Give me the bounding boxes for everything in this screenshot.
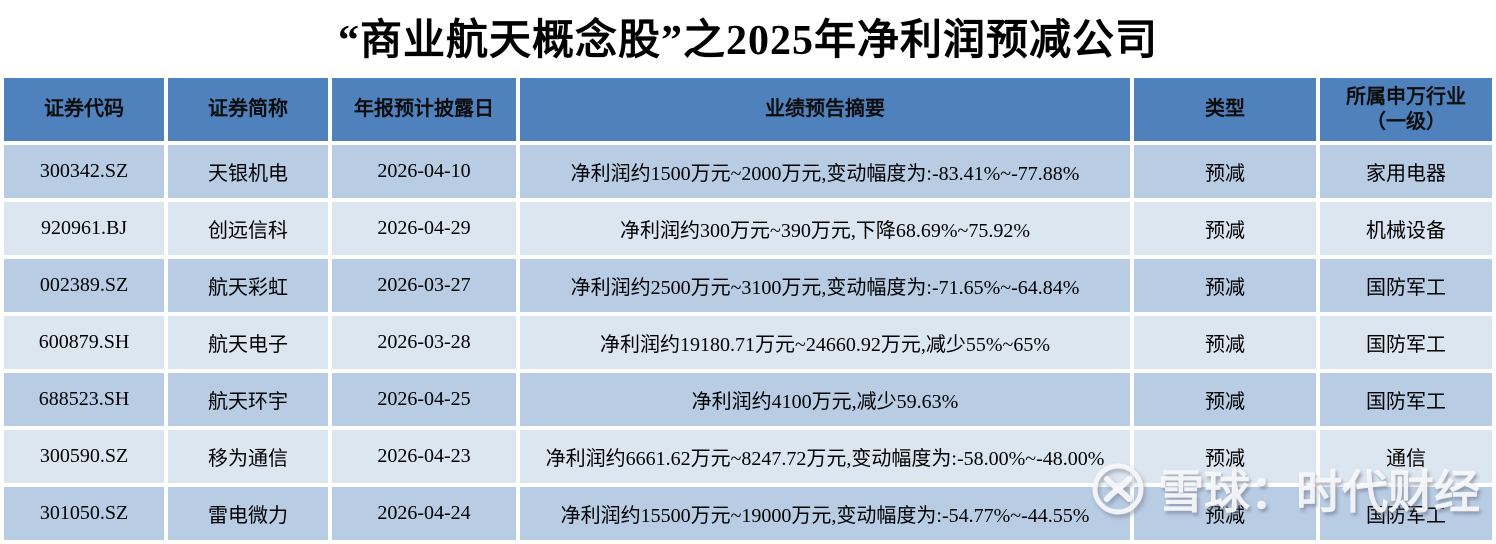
- cell-name: 移为通信: [168, 430, 328, 483]
- col-header-industry-line1: 所属申万行业: [1346, 85, 1466, 108]
- cell-type: 预减: [1134, 145, 1316, 198]
- cell-summary: 净利润约19180.71万元~24660.92万元,减少55%~65%: [520, 316, 1130, 369]
- table-row: 600879.SH 航天电子 2026-03-28 净利润约19180.71万元…: [4, 316, 1492, 369]
- table-row: 920961.BJ 创远信科 2026-04-29 净利润约300万元~390万…: [4, 202, 1492, 255]
- table-row: 002389.SZ 航天彩虹 2026-03-27 净利润约2500万元~310…: [4, 259, 1492, 312]
- cell-type: 预减: [1134, 487, 1316, 540]
- col-header-summary: 业绩预告摘要: [520, 78, 1130, 141]
- cell-date: 2026-03-28: [332, 316, 516, 369]
- cell-date: 2026-04-24: [332, 487, 516, 540]
- table-header-row: 证券代码 证券简称 年报预计披露日 业绩预告摘要 类型 所属申万行业 （一级）: [4, 78, 1492, 141]
- cell-type: 预减: [1134, 202, 1316, 255]
- table-row: 301050.SZ 雷电微力 2026-04-24 净利润约15500万元~19…: [4, 487, 1492, 540]
- forecast-table: 证券代码 证券简称 年报预计披露日 业绩预告摘要 类型 所属申万行业 （一级） …: [0, 74, 1496, 544]
- table-row: 688523.SH 航天环宇 2026-04-25 净利润约4100万元,减少5…: [4, 373, 1492, 426]
- cell-name: 航天环宇: [168, 373, 328, 426]
- cell-industry: 国防军工: [1320, 259, 1492, 312]
- cell-date: 2026-03-27: [332, 259, 516, 312]
- table-row: 300590.SZ 移为通信 2026-04-23 净利润约6661.62万元~…: [4, 430, 1492, 483]
- cell-summary: 净利润约1500万元~2000万元,变动幅度为:-83.41%~-77.88%: [520, 145, 1130, 198]
- cell-industry: 国防军工: [1320, 373, 1492, 426]
- cell-industry: 通信: [1320, 430, 1492, 483]
- cell-type: 预减: [1134, 316, 1316, 369]
- cell-type: 预减: [1134, 259, 1316, 312]
- cell-code: 300342.SZ: [4, 145, 164, 198]
- cell-name: 航天电子: [168, 316, 328, 369]
- cell-industry: 机械设备: [1320, 202, 1492, 255]
- cell-name: 天银机电: [168, 145, 328, 198]
- cell-date: 2026-04-23: [332, 430, 516, 483]
- cell-name: 雷电微力: [168, 487, 328, 540]
- cell-summary: 净利润约300万元~390万元,下降68.69%~75.92%: [520, 202, 1130, 255]
- col-header-name: 证券简称: [168, 78, 328, 141]
- cell-date: 2026-04-25: [332, 373, 516, 426]
- cell-code: 920961.BJ: [4, 202, 164, 255]
- col-header-industry: 所属申万行业 （一级）: [1320, 78, 1492, 141]
- cell-name: 航天彩虹: [168, 259, 328, 312]
- cell-code: 301050.SZ: [4, 487, 164, 540]
- cell-industry: 家用电器: [1320, 145, 1492, 198]
- col-header-type: 类型: [1134, 78, 1316, 141]
- cell-type: 预减: [1134, 373, 1316, 426]
- cell-code: 688523.SH: [4, 373, 164, 426]
- cell-summary: 净利润约15500万元~19000万元,变动幅度为:-54.77%~-44.55…: [520, 487, 1130, 540]
- cell-code: 600879.SH: [4, 316, 164, 369]
- page-title: “商业航天概念股”之2025年净利润预减公司: [337, 18, 1158, 64]
- cell-industry: 国防军工: [1320, 487, 1492, 540]
- cell-summary: 净利润约2500万元~3100万元,变动幅度为:-71.65%~-64.84%: [520, 259, 1130, 312]
- col-header-industry-line2: （一级）: [1366, 110, 1446, 133]
- cell-type: 预减: [1134, 430, 1316, 483]
- table-row: 300342.SZ 天银机电 2026-04-10 净利润约1500万元~200…: [4, 145, 1492, 198]
- col-header-date: 年报预计披露日: [332, 78, 516, 141]
- cell-summary: 净利润约6661.62万元~8247.72万元,变动幅度为:-58.00%~-4…: [520, 430, 1130, 483]
- cell-date: 2026-04-29: [332, 202, 516, 255]
- cell-summary: 净利润约4100万元,减少59.63%: [520, 373, 1130, 426]
- cell-code: 300590.SZ: [4, 430, 164, 483]
- cell-industry: 国防军工: [1320, 316, 1492, 369]
- col-header-code: 证券代码: [4, 78, 164, 141]
- cell-date: 2026-04-10: [332, 145, 516, 198]
- cell-name: 创远信科: [168, 202, 328, 255]
- cell-code: 002389.SZ: [4, 259, 164, 312]
